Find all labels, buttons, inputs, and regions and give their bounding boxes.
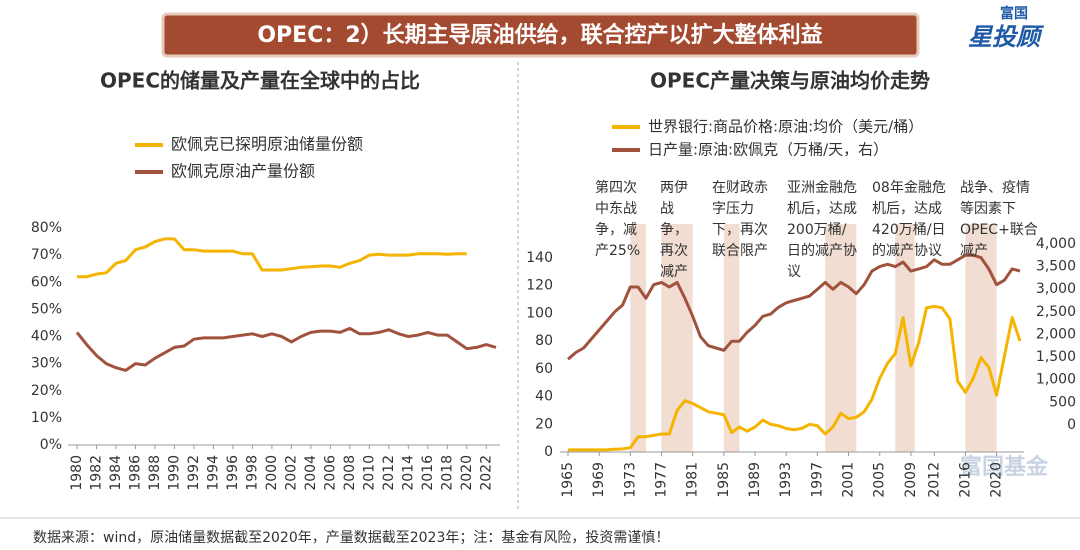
y-tick-label: 40% xyxy=(31,329,62,345)
y-tick-label: 10% xyxy=(31,410,62,426)
x-tick-label: 1977 xyxy=(654,462,670,498)
x-tick-label: 2009 xyxy=(903,462,919,498)
shaded-period xyxy=(965,224,997,452)
x-tick-label: 1989 xyxy=(747,462,763,498)
y-tick-label: 60% xyxy=(31,274,62,290)
logo-top: 富国 xyxy=(1000,5,1028,22)
x-tick-label: 2020 xyxy=(459,455,475,491)
header-title: OPEC：2）长期主导原油供给，联合控产以扩大整体利益 xyxy=(257,22,822,48)
x-tick-label: 1994 xyxy=(205,455,221,491)
series-line xyxy=(77,237,467,279)
x-tick-label: 1986 xyxy=(127,455,143,491)
x-tick-label: 1969 xyxy=(591,462,607,498)
x-tick-label: 2004 xyxy=(303,455,319,491)
y-tick-label: 60 xyxy=(535,361,553,377)
y2-tick-label: 500 xyxy=(1049,394,1076,410)
x-tick-label: 1997 xyxy=(809,462,825,498)
x-tick-label: 2008 xyxy=(342,455,358,491)
x-tick-label: 1973 xyxy=(622,462,638,498)
y-tick-label: 80 xyxy=(535,333,553,349)
y-tick-label: 40 xyxy=(535,389,553,405)
y-tick-label: 50% xyxy=(31,301,62,317)
x-tick-label: 1965 xyxy=(560,462,576,498)
y-tick-label: 120 xyxy=(526,278,553,294)
period-annotation: 08年金融危机后，达成420万桶/日的减产协议 xyxy=(872,180,946,259)
footer-source: 数据来源：wind，原油储量数据截至2020年，产量数据截至2023年；注：基金… xyxy=(33,529,669,546)
y-tick-label: 70% xyxy=(31,247,62,263)
x-tick-label: 1988 xyxy=(147,455,163,491)
period-annotation: 两伊战争，再次减产 xyxy=(660,180,688,280)
series-line xyxy=(568,304,1022,452)
y-tick-label: 0 xyxy=(544,444,553,460)
x-tick-label: 2022 xyxy=(478,455,494,491)
x-tick-label: 2000 xyxy=(264,455,280,491)
y2-tick-label: 3,000 xyxy=(1036,281,1076,297)
legend-label: 世界银行:商品价格:原油:均价（美元/桶） xyxy=(648,118,923,136)
x-tick-label: 2014 xyxy=(400,455,416,491)
x-tick-label: 1996 xyxy=(225,455,241,491)
series-line xyxy=(75,326,497,372)
x-tick-label: 2016 xyxy=(420,455,436,491)
x-tick-label: 1992 xyxy=(186,455,202,491)
y2-tick-label: 1,000 xyxy=(1036,372,1076,388)
x-tick-label: 2005 xyxy=(872,462,888,498)
series-line xyxy=(567,253,1021,361)
x-tick-label: 2012 xyxy=(926,462,942,498)
x-tick-label: 1982 xyxy=(88,455,104,491)
y2-tick-label: 4,000 xyxy=(1036,236,1076,252)
shaded-period xyxy=(723,224,740,452)
y2-tick-label: 1,500 xyxy=(1036,349,1076,365)
period-annotation: 在财政赤字压力下，再次联合限产 xyxy=(712,180,768,259)
legend-label: 日产量:原油:欧佩克（万桶/天，右） xyxy=(648,141,888,159)
y-tick-label: 0% xyxy=(40,437,62,453)
y-tick-label: 30% xyxy=(31,356,62,372)
y-tick-label: 20 xyxy=(535,416,553,432)
x-tick-label: 2012 xyxy=(381,455,397,491)
x-tick-label: 2020 xyxy=(989,462,1005,498)
period-annotation: 战争、疫情等因素下OPEC+联合减产 xyxy=(960,180,1038,259)
y2-tick-label: 2,500 xyxy=(1036,304,1076,320)
x-tick-label: 2001 xyxy=(841,462,857,498)
y-tick-label: 80% xyxy=(31,220,62,236)
x-tick-label: 1993 xyxy=(778,462,794,498)
header-banner xyxy=(161,12,920,58)
x-tick-label: 1998 xyxy=(244,455,260,491)
x-tick-label: 1981 xyxy=(685,462,701,498)
chart-title: OPEC产量决策与原油均价走势 xyxy=(650,69,930,93)
y-tick-label: 140 xyxy=(526,250,553,266)
period-annotation: 第四次中东战争，减产25% xyxy=(595,180,641,259)
logo-main: 星投顾 xyxy=(968,23,1045,51)
period-annotation: 亚洲金融危机后，达成200万桶/日的减产协议 xyxy=(787,180,857,280)
x-tick-label: 2016 xyxy=(957,462,973,498)
y2-tick-label: 0 xyxy=(1067,417,1076,433)
x-tick-label: 1980 xyxy=(69,455,85,491)
x-tick-label: 1985 xyxy=(716,462,732,498)
chart-title: OPEC的储量及产量在全球中的占比 xyxy=(100,69,420,93)
x-tick-label: 2010 xyxy=(361,455,377,491)
x-tick-label: 2018 xyxy=(439,455,455,491)
legend-label: 欧佩克已探明原油储量份额 xyxy=(171,135,363,154)
legend-label: 欧佩克原油产量份额 xyxy=(171,162,315,181)
watermark: 富国基金 xyxy=(960,454,1049,480)
y2-tick-label: 3,500 xyxy=(1036,259,1076,275)
y2-tick-label: 2,000 xyxy=(1036,326,1076,342)
x-tick-label: 2002 xyxy=(283,455,299,491)
shaded-period xyxy=(630,224,646,452)
x-tick-label: 1990 xyxy=(166,455,182,491)
x-tick-label: 2006 xyxy=(322,455,338,491)
y-tick-label: 100 xyxy=(526,305,553,321)
x-tick-label: 1984 xyxy=(108,455,124,491)
y-tick-label: 20% xyxy=(31,383,62,399)
